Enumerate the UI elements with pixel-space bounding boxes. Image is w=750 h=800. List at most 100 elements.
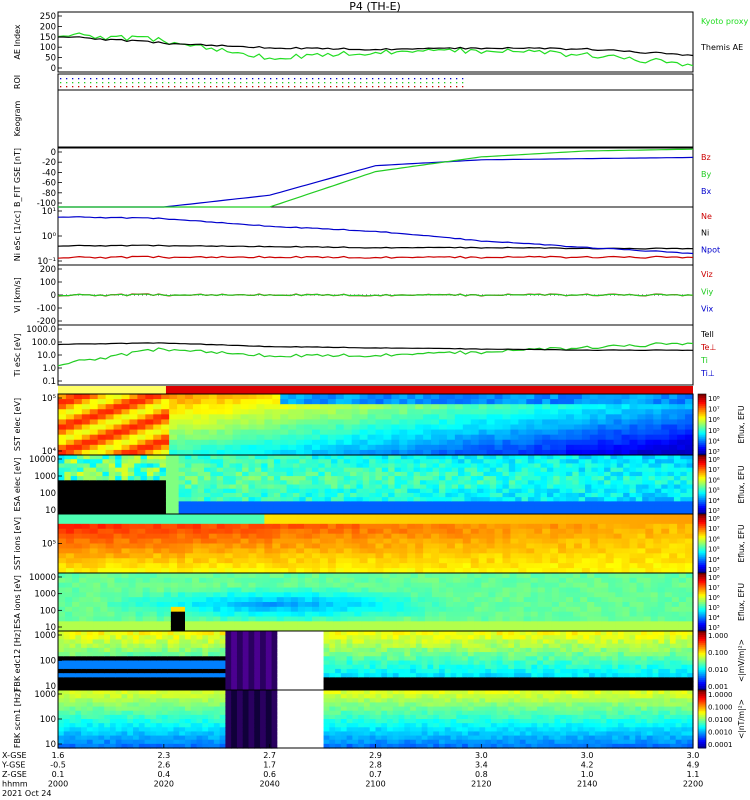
spectrogram-cell xyxy=(288,518,297,525)
spectrogram-cell xyxy=(477,463,485,469)
spectrogram-cell xyxy=(254,656,261,662)
spectrogram-cell xyxy=(580,592,588,598)
spectrogram-cell xyxy=(343,518,353,525)
spectrogram-cell xyxy=(115,459,123,465)
spectrogram-cell xyxy=(566,597,574,603)
spectrogram-cell xyxy=(581,434,591,441)
spectrogram-cell xyxy=(629,558,639,564)
spectrogram-cell xyxy=(133,652,140,657)
spectrogram-cell xyxy=(185,492,192,498)
spectrogram-cell xyxy=(502,582,511,589)
spectrogram-cell xyxy=(280,424,289,431)
spectrogram-cell xyxy=(621,444,631,451)
spectrogram-cell xyxy=(280,538,289,545)
spectrogram-cell xyxy=(629,602,638,608)
spectrogram-cell xyxy=(605,558,615,564)
spectrogram-cell xyxy=(648,471,656,477)
spectrogram-cell xyxy=(70,501,78,507)
spectrogram-cell xyxy=(58,444,67,451)
spectrogram-cell xyxy=(613,424,623,431)
spectrogram-cell xyxy=(210,488,218,494)
spectrogram-cell xyxy=(177,399,186,405)
spectrogram-cell xyxy=(454,563,464,569)
spectrogram-cell xyxy=(642,497,650,502)
spectrogram-cell xyxy=(467,626,475,632)
spectrogram-cell xyxy=(534,528,543,535)
spectrogram-cell xyxy=(167,660,175,666)
spectrogram-cell xyxy=(107,602,116,608)
spectrogram-cell xyxy=(350,501,358,507)
spectrogram-cell xyxy=(58,602,66,608)
spectrogram-cell xyxy=(413,484,421,490)
spectrogram-cell xyxy=(550,424,559,431)
spectrogram-cell xyxy=(280,492,288,498)
spectrogram-cell xyxy=(685,439,694,446)
spectrogram-cell xyxy=(267,509,275,515)
spectrogram-cell xyxy=(637,404,646,410)
spectrogram-cell xyxy=(572,488,580,494)
spectrogram-cell xyxy=(375,394,385,400)
spectrogram-cell xyxy=(451,488,459,494)
spectrogram-cell xyxy=(327,444,337,451)
spectrogram-cell xyxy=(72,577,80,584)
spectrogram-cell xyxy=(542,528,551,535)
spectrogram-cell xyxy=(260,635,267,641)
spectrogram-cell xyxy=(216,497,224,502)
spectrogram-cell xyxy=(232,414,242,421)
spectrogram-cell xyxy=(516,587,525,593)
spectrogram-cell xyxy=(494,424,504,431)
spectrogram-cell xyxy=(159,509,167,515)
spectrogram-cell xyxy=(367,434,377,441)
spectrogram-cell xyxy=(454,419,464,426)
spectrogram-cell xyxy=(359,449,369,456)
spectrogram-cell xyxy=(369,476,377,481)
spectrogram-cell xyxy=(79,592,87,598)
spectrogram-cell xyxy=(685,577,694,584)
spectrogram-cell xyxy=(75,673,82,678)
spectrogram-cell xyxy=(537,606,546,613)
spectrogram-cell xyxy=(113,404,123,410)
spectrogram-cell xyxy=(394,488,402,494)
spectrogram-cell xyxy=(581,543,591,550)
spectrogram-cell xyxy=(208,664,215,670)
spectrogram-cell xyxy=(165,497,173,502)
spectrogram-cell xyxy=(242,463,250,469)
spectrogram-cell xyxy=(483,484,491,490)
spectrogram-cell xyxy=(72,573,80,579)
spectrogram-cell xyxy=(167,677,175,683)
spectrogram-cell xyxy=(510,518,519,525)
spectrogram-cell xyxy=(573,414,583,421)
spectrogram-cell xyxy=(185,480,192,486)
spectrogram-cell xyxy=(115,497,123,502)
spectrogram-cell xyxy=(394,484,402,490)
spectrogram-cell xyxy=(382,616,391,622)
spectrogram-cell xyxy=(597,434,607,441)
spectrogram-cell xyxy=(280,563,289,569)
spectrogram-cell xyxy=(319,449,329,456)
spectrogram-cell xyxy=(623,484,631,490)
spectrogram-cell xyxy=(502,518,512,525)
spectrogram-cell xyxy=(319,602,327,608)
spectrogram-cell xyxy=(98,631,105,636)
spectrogram-cell xyxy=(261,509,269,515)
spectrogram-cell xyxy=(621,404,631,410)
spectrogram-cell xyxy=(407,434,416,441)
spectrogram-cell xyxy=(673,480,681,486)
spectrogram-cell xyxy=(121,558,131,564)
spectrogram-cell xyxy=(242,480,250,486)
spectrogram-cell xyxy=(280,449,289,456)
spectrogram-cell xyxy=(551,582,560,589)
spectrogram-cell xyxy=(179,647,186,653)
spectrogram-cell xyxy=(69,639,76,645)
spectrogram-cell xyxy=(396,592,405,598)
spectrogram-cell xyxy=(216,553,226,559)
spectrogram-cell xyxy=(580,616,588,622)
spectrogram-cell xyxy=(454,439,464,446)
spectrogram-cell xyxy=(236,677,244,683)
spectrogram-cell xyxy=(580,597,588,603)
spectrogram-cell xyxy=(621,533,631,540)
spectrogram-cell xyxy=(255,577,264,584)
spectrogram-cell xyxy=(241,602,250,608)
spectrogram-cell xyxy=(635,484,643,490)
spectrogram-cell xyxy=(208,523,218,530)
